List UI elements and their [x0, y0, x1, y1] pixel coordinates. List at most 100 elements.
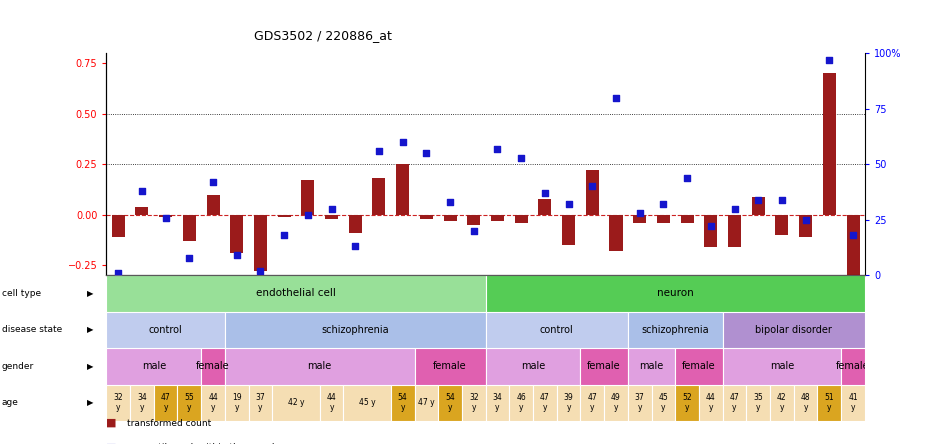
Point	[372, 147, 387, 155]
Text: GDS3502 / 220886_at: GDS3502 / 220886_at	[254, 29, 392, 42]
Text: 47
y: 47 y	[161, 393, 170, 412]
Point	[490, 145, 505, 152]
Bar	[514, 215, 527, 223]
Bar	[178, 385, 202, 421]
Text: female: female	[587, 361, 621, 371]
Bar	[818, 385, 841, 421]
Text: 51
y: 51 y	[824, 393, 834, 412]
Text: 47
y: 47 y	[540, 393, 549, 412]
Bar	[249, 385, 272, 421]
Bar	[486, 275, 865, 312]
Bar	[272, 385, 320, 421]
Text: 44
y: 44 y	[327, 393, 337, 412]
Bar	[106, 275, 486, 312]
Point	[513, 154, 528, 161]
Text: 44
y: 44 y	[706, 393, 716, 412]
Bar	[225, 385, 249, 421]
Bar	[106, 348, 202, 385]
Bar	[202, 385, 225, 421]
Text: 48
y: 48 y	[801, 393, 810, 412]
Bar	[135, 206, 148, 215]
Text: 41
y: 41 y	[848, 393, 857, 412]
Bar	[794, 385, 818, 421]
Bar	[325, 215, 338, 219]
Point	[277, 232, 291, 239]
Text: cell type: cell type	[2, 289, 41, 298]
Text: schizophrenia: schizophrenia	[641, 325, 709, 335]
Bar	[610, 215, 623, 251]
Bar	[225, 312, 486, 348]
Bar	[628, 348, 675, 385]
Bar	[230, 215, 243, 253]
Text: percentile rank within the sample: percentile rank within the sample	[127, 443, 280, 444]
Bar	[675, 348, 722, 385]
Bar	[486, 385, 510, 421]
Text: 44
y: 44 y	[208, 393, 218, 412]
Bar	[746, 385, 770, 421]
Bar	[278, 215, 290, 217]
Text: 54
y: 54 y	[445, 393, 455, 412]
Text: male: male	[521, 361, 545, 371]
Text: 19
y: 19 y	[232, 393, 241, 412]
Bar	[320, 385, 343, 421]
Text: control: control	[149, 325, 182, 335]
Point	[537, 190, 552, 197]
Text: 47
y: 47 y	[730, 393, 739, 412]
Point	[703, 223, 718, 230]
Text: ▶: ▶	[86, 289, 93, 298]
Text: schizophrenia: schizophrenia	[322, 325, 389, 335]
Bar	[841, 348, 865, 385]
Point	[680, 174, 695, 181]
Bar	[206, 194, 219, 215]
Point	[158, 214, 173, 221]
Text: neuron: neuron	[657, 289, 694, 298]
Bar	[841, 385, 865, 421]
Point	[348, 243, 363, 250]
Bar	[562, 215, 575, 245]
Point	[205, 178, 220, 186]
Point	[774, 196, 789, 203]
Bar	[581, 348, 628, 385]
Point	[301, 212, 315, 219]
Text: 34
y: 34 y	[137, 393, 147, 412]
Text: 45 y: 45 y	[359, 398, 376, 407]
Bar	[254, 215, 267, 271]
Text: endothelial cell: endothelial cell	[256, 289, 336, 298]
Bar	[722, 348, 841, 385]
Text: 55
y: 55 y	[184, 393, 194, 412]
Point	[609, 94, 623, 101]
Bar	[414, 385, 438, 421]
Bar	[628, 385, 651, 421]
Point	[585, 183, 599, 190]
Text: transformed count: transformed count	[127, 419, 211, 428]
Text: male: male	[770, 361, 794, 371]
Bar	[396, 164, 409, 215]
Text: female: female	[433, 361, 467, 371]
Point	[229, 252, 244, 259]
Text: control: control	[540, 325, 574, 335]
Text: 47 y: 47 y	[418, 398, 435, 407]
Text: 35
y: 35 y	[753, 393, 763, 412]
Bar	[130, 385, 154, 421]
Text: ▶: ▶	[86, 398, 93, 407]
Bar	[533, 385, 557, 421]
Text: female: female	[196, 361, 229, 371]
Text: 47
y: 47 y	[587, 393, 598, 412]
Bar	[349, 215, 362, 233]
Point	[443, 198, 458, 206]
Text: gender: gender	[2, 362, 34, 371]
Text: 39
y: 39 y	[563, 393, 573, 412]
Point	[253, 267, 268, 274]
Bar	[106, 385, 130, 421]
Text: 37
y: 37 y	[255, 393, 265, 412]
Point	[182, 254, 197, 261]
Bar	[628, 312, 722, 348]
Bar	[373, 178, 386, 215]
Bar	[390, 385, 414, 421]
Bar	[225, 348, 414, 385]
Text: 42 y: 42 y	[288, 398, 304, 407]
Bar	[634, 215, 647, 223]
Text: bipolar disorder: bipolar disorder	[756, 325, 832, 335]
Bar	[183, 215, 196, 241]
Text: 52
y: 52 y	[683, 393, 692, 412]
